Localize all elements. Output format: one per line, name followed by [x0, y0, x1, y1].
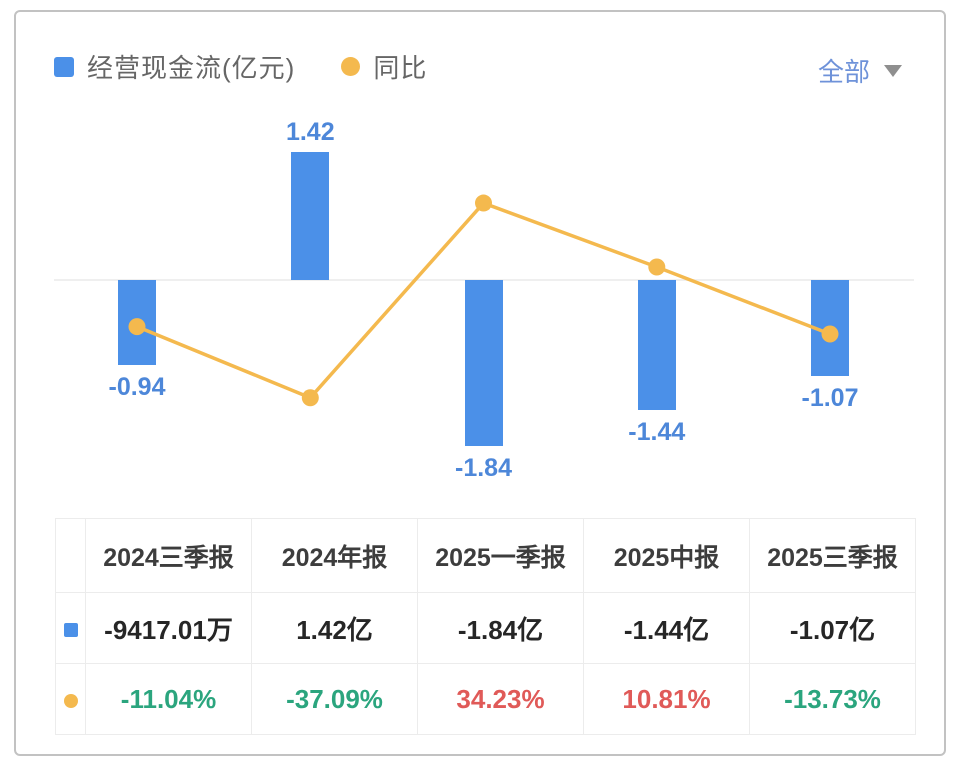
- yoy-line: [136, 200, 831, 400]
- table-header-row: 2024三季报 2024年报 2025一季报 2025中报 2025三季报: [55, 518, 916, 593]
- yoy-point-2024三季报[interactable]: [128, 318, 146, 336]
- column-header-2024三季报: 2024三季报: [85, 518, 252, 593]
- row-marker-cell: [55, 592, 86, 664]
- value-cell: 1.42亿: [251, 592, 418, 664]
- line-series-dot-icon: [341, 57, 361, 76]
- value-cell: -9417.01万: [85, 592, 252, 664]
- caret-down-icon: [884, 64, 902, 77]
- value-cell: -37.09%: [251, 663, 418, 735]
- table-row: -9417.01万 1.42亿 -1.84亿 -1.44亿 -1.07亿: [55, 592, 916, 664]
- table-row: -11.04% -37.09% 34.23% 10.81% -13.73%: [55, 663, 916, 735]
- chart-card: 经营现金流(亿元) 同比 全部 -0.94 1.42 -1.84 -1.44 -1.07…: [14, 10, 946, 756]
- value-cell: 10.81%: [583, 663, 750, 735]
- row-marker-cell: [55, 663, 86, 735]
- value-cell: -1.07亿: [749, 592, 916, 664]
- column-header-2025一季报: 2025一季报: [417, 518, 584, 593]
- yoy-point-2025三季报[interactable]: [821, 325, 839, 343]
- yoy-point-2025中报[interactable]: [648, 258, 666, 276]
- bar-value-label: 1.42: [285, 118, 335, 147]
- bar-value-label: -1.84: [455, 453, 512, 482]
- period-filter-dropdown[interactable]: 全部: [818, 52, 902, 89]
- legend: 经营现金流(亿元) 同比: [54, 48, 427, 85]
- table-header: 2024三季报 2024年报 2025一季报 2025中报 2025三季报: [55, 518, 916, 593]
- bar-series-label[interactable]: 经营现金流(亿元): [87, 53, 296, 83]
- line-series-label[interactable]: 同比: [373, 53, 428, 83]
- blue-square-icon: [63, 622, 78, 637]
- bar-series-swatch-icon: [54, 56, 74, 77]
- yoy-point-2025一季报[interactable]: [475, 194, 492, 212]
- period-filter-label: 全部: [817, 57, 870, 87]
- bar-value-label: -0.94: [108, 372, 166, 401]
- table-corner-cell: [55, 518, 86, 593]
- value-cell: 34.23%: [417, 663, 584, 735]
- yoy-line-chart: [128, 194, 839, 407]
- value-cell: -11.04%: [85, 663, 252, 735]
- yellow-dot-icon: [63, 693, 78, 708]
- table-body: -9417.01万 1.42亿 -1.84亿 -1.44亿 -1.07亿 -11.04% -…: [55, 592, 916, 735]
- value-cell: -1.84亿: [417, 592, 584, 664]
- value-cell: -1.44亿: [583, 592, 750, 664]
- yoy-point-2024年报[interactable]: [301, 389, 319, 407]
- bar-value-label: -1.07: [801, 384, 859, 413]
- bar-2025中报[interactable]: [637, 280, 676, 410]
- column-header-2025三季报: 2025三季报: [749, 518, 916, 593]
- bar-2024年报[interactable]: [291, 152, 330, 280]
- bar-value-label: -1.44: [628, 417, 686, 446]
- period-data-table: 2024三季报 2024年报 2025一季报 2025中报 2025三季报 -9417.…: [55, 518, 916, 735]
- value-cell: -13.73%: [749, 663, 916, 735]
- chart-area: -0.94 1.42 -1.84 -1.44 -1.07: [16, 100, 944, 512]
- column-header-2025中报: 2025中报: [583, 518, 750, 593]
- column-header-2024年报: 2024年报: [251, 518, 418, 593]
- bar-2025一季报[interactable]: [464, 280, 503, 446]
